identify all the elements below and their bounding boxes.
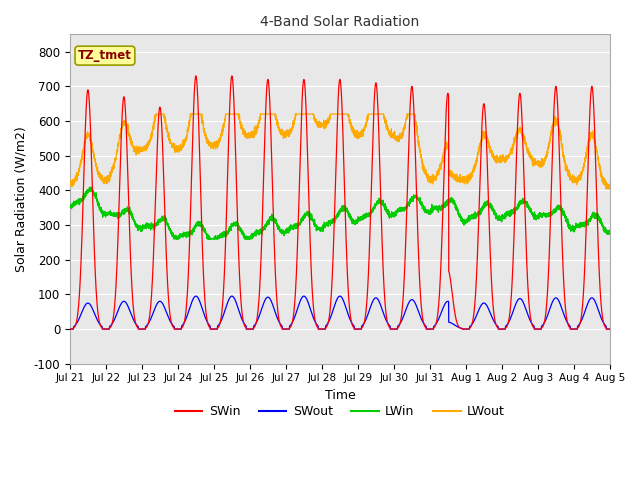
- Text: TZ_tmet: TZ_tmet: [78, 49, 132, 62]
- Title: 4-Band Solar Radiation: 4-Band Solar Radiation: [260, 15, 419, 29]
- X-axis label: Time: Time: [324, 389, 355, 402]
- Legend: SWin, SWout, LWin, LWout: SWin, SWout, LWin, LWout: [170, 400, 510, 423]
- Y-axis label: Solar Radiation (W/m2): Solar Radiation (W/m2): [15, 126, 28, 272]
